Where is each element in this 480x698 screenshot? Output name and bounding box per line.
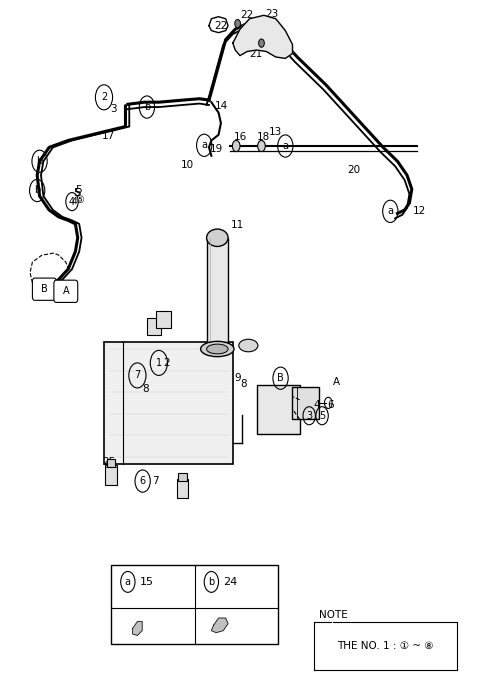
- Text: A: A: [333, 377, 340, 387]
- Text: 13: 13: [269, 127, 282, 137]
- Text: B: B: [41, 284, 48, 295]
- Text: 1: 1: [156, 358, 162, 368]
- Text: 4: 4: [72, 197, 78, 206]
- Text: 21: 21: [250, 49, 263, 59]
- Text: 3: 3: [110, 104, 117, 114]
- Text: B: B: [277, 373, 284, 383]
- FancyBboxPatch shape: [54, 280, 78, 302]
- Text: 12: 12: [413, 207, 426, 216]
- FancyBboxPatch shape: [292, 387, 319, 419]
- Ellipse shape: [201, 341, 234, 357]
- Polygon shape: [132, 621, 142, 635]
- Text: 10: 10: [180, 160, 193, 170]
- Text: a: a: [282, 141, 288, 151]
- FancyBboxPatch shape: [147, 318, 161, 335]
- Ellipse shape: [206, 229, 228, 246]
- FancyBboxPatch shape: [179, 473, 187, 481]
- Text: 6: 6: [140, 476, 146, 486]
- Circle shape: [235, 20, 240, 28]
- FancyBboxPatch shape: [107, 459, 116, 467]
- Text: ⑤: ⑤: [75, 195, 84, 205]
- Ellipse shape: [206, 344, 228, 354]
- Text: 5: 5: [74, 188, 81, 198]
- Text: 22: 22: [240, 10, 253, 20]
- Circle shape: [232, 140, 240, 151]
- Text: 5: 5: [319, 410, 325, 421]
- Text: 5: 5: [75, 185, 82, 195]
- Text: 11: 11: [230, 221, 244, 230]
- Text: 24: 24: [223, 577, 238, 587]
- Text: THE NO. 1 : ① ~ ⑧: THE NO. 1 : ① ~ ⑧: [337, 641, 434, 651]
- Text: 8: 8: [142, 385, 149, 394]
- Text: b: b: [34, 186, 40, 195]
- Text: 6: 6: [327, 400, 334, 410]
- Text: 25: 25: [103, 456, 116, 467]
- Text: 7: 7: [152, 476, 158, 486]
- Text: 3: 3: [306, 410, 312, 421]
- Text: 16: 16: [234, 132, 247, 142]
- Text: 7: 7: [134, 371, 141, 380]
- Text: 15: 15: [140, 577, 154, 587]
- Text: a: a: [201, 140, 207, 150]
- Text: 19: 19: [210, 144, 223, 154]
- Text: a: a: [387, 207, 393, 216]
- Text: 23: 23: [265, 9, 278, 19]
- FancyBboxPatch shape: [257, 385, 300, 434]
- Text: 5: 5: [73, 188, 80, 198]
- FancyBboxPatch shape: [177, 479, 189, 498]
- Text: a: a: [125, 577, 131, 587]
- Text: 4: 4: [313, 400, 320, 410]
- Text: 14: 14: [215, 101, 228, 111]
- Polygon shape: [211, 618, 228, 632]
- Polygon shape: [233, 15, 292, 59]
- Text: b: b: [208, 577, 215, 587]
- Text: b: b: [36, 156, 43, 166]
- Text: b: b: [144, 102, 150, 112]
- FancyBboxPatch shape: [33, 278, 56, 300]
- Text: 22: 22: [214, 21, 227, 31]
- FancyBboxPatch shape: [206, 238, 228, 342]
- Text: 4: 4: [69, 197, 75, 207]
- Text: 2: 2: [101, 92, 107, 103]
- FancyBboxPatch shape: [156, 311, 171, 328]
- FancyBboxPatch shape: [106, 465, 117, 484]
- Circle shape: [259, 39, 264, 47]
- Text: A: A: [62, 286, 69, 296]
- Text: 8: 8: [240, 379, 247, 389]
- Ellipse shape: [239, 339, 258, 352]
- Circle shape: [258, 140, 265, 151]
- Text: 9: 9: [234, 373, 241, 383]
- Text: 20: 20: [348, 165, 360, 174]
- FancyBboxPatch shape: [104, 342, 233, 463]
- FancyBboxPatch shape: [111, 565, 278, 644]
- Text: 18: 18: [257, 132, 270, 142]
- Text: NOTE: NOTE: [319, 610, 348, 620]
- Text: 2: 2: [164, 358, 170, 368]
- Text: 17: 17: [102, 131, 115, 141]
